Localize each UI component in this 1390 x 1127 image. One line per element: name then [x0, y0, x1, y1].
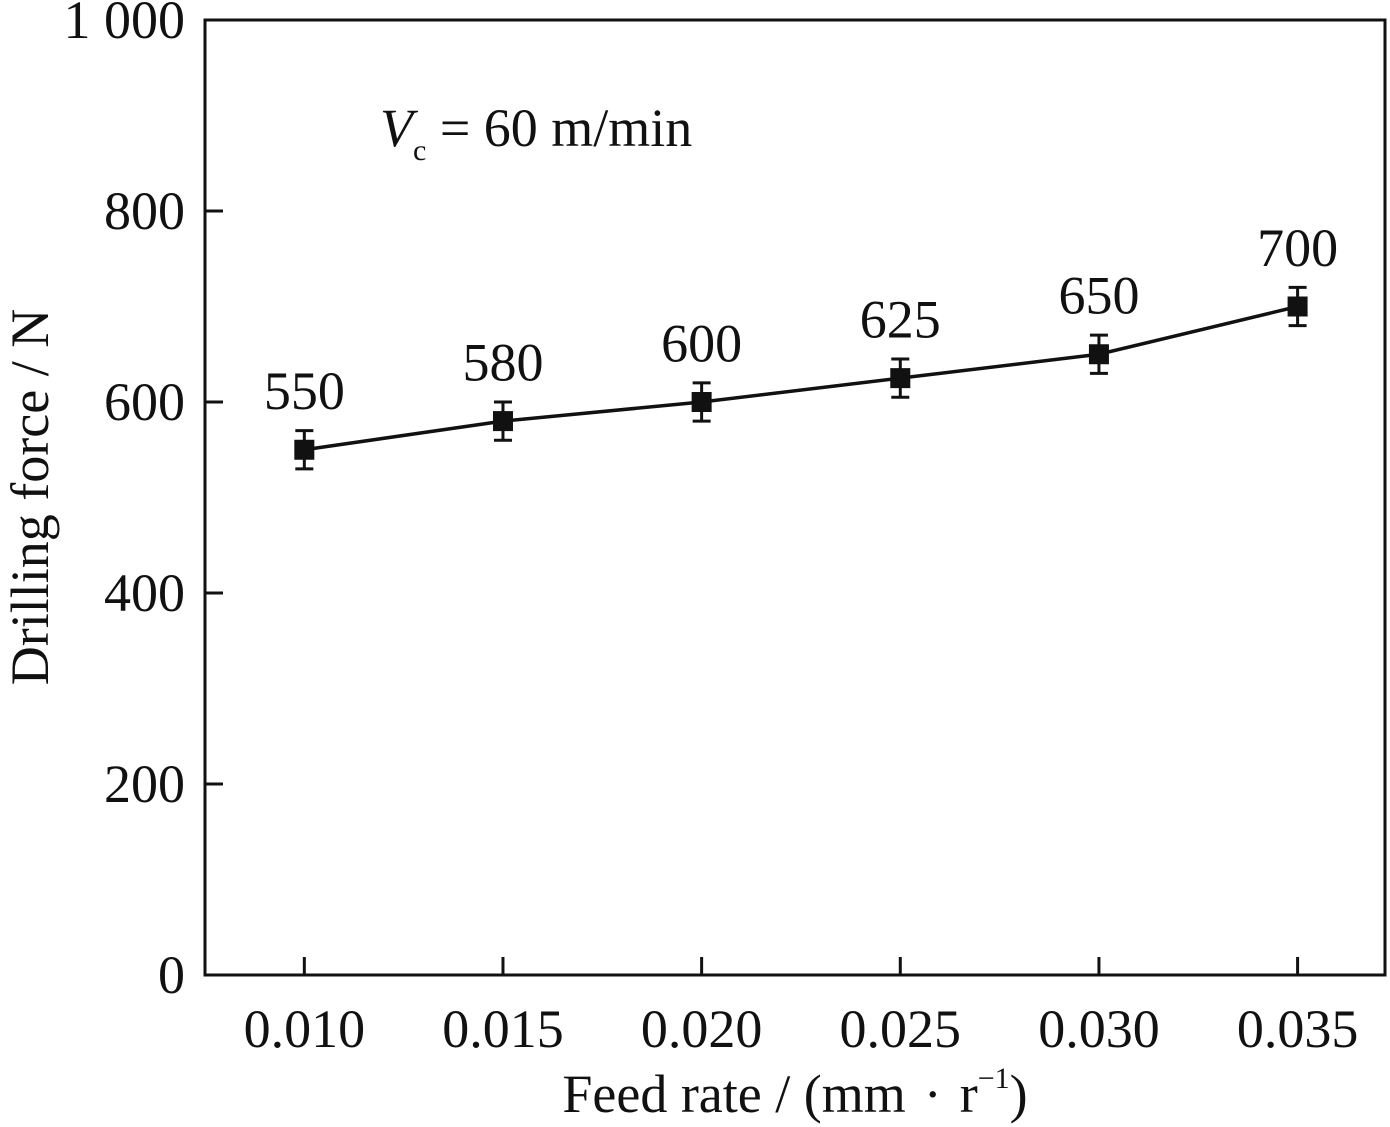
x-axis-title: Feed rate / (mm · r−1): [562, 1062, 1027, 1124]
data-label: 550: [264, 361, 345, 421]
data-point: [294, 439, 315, 460]
x-tick-label: 0.010: [244, 999, 366, 1059]
y-tick-label: 800: [104, 181, 185, 241]
plot-frame: [203, 18, 1387, 977]
data-point: [1287, 296, 1308, 317]
data-point: [691, 392, 712, 412]
x-tick-label: 0.035: [1237, 999, 1359, 1059]
data-point: [890, 368, 911, 389]
y-tick-label: 0: [158, 945, 185, 1005]
y-axis-ticks: 0 200 400 600 800 1 000: [64, 0, 223, 1005]
y-axis-title: Drilling force / N: [0, 309, 60, 685]
data-label: 580: [462, 333, 543, 393]
x-tick-label: 0.020: [641, 999, 763, 1059]
annotation-text: = 60 m/min: [426, 98, 692, 158]
y-tick-label: 600: [104, 372, 185, 432]
y-tick-label: 200: [104, 754, 185, 814]
annotation: Vc = 60 m/min: [380, 98, 692, 167]
annotation-sub: c: [413, 134, 426, 167]
x-tick-label: 0.025: [840, 999, 962, 1059]
x-axis-title-close: ): [1010, 1064, 1028, 1124]
x-axis-title-unit: r: [960, 1064, 978, 1124]
series-group: [294, 285, 1308, 471]
data-point: [492, 411, 513, 432]
series-line: [304, 304, 1299, 452]
data-label: 600: [661, 313, 742, 373]
x-axis-title-dot: ·: [924, 1064, 942, 1124]
x-axis-title-sup: −1: [978, 1062, 1010, 1095]
x-tick-label: 0.015: [442, 999, 564, 1059]
annotation-var: V: [380, 98, 419, 158]
y-tick-label: 1 000: [64, 0, 186, 50]
data-point: [1088, 344, 1109, 365]
data-labels: 550 580 600 625 650 700: [264, 218, 1338, 421]
data-label: 700: [1257, 218, 1338, 278]
data-label: 650: [1058, 266, 1139, 326]
y-tick-label: 400: [104, 563, 185, 623]
x-axis-ticks: 0.010 0.015 0.020 0.025 0.030 0.035: [244, 957, 1359, 1059]
x-axis-title-main: Feed rate / (mm: [562, 1064, 905, 1124]
data-label: 625: [860, 290, 941, 350]
x-tick-label: 0.030: [1038, 999, 1160, 1059]
